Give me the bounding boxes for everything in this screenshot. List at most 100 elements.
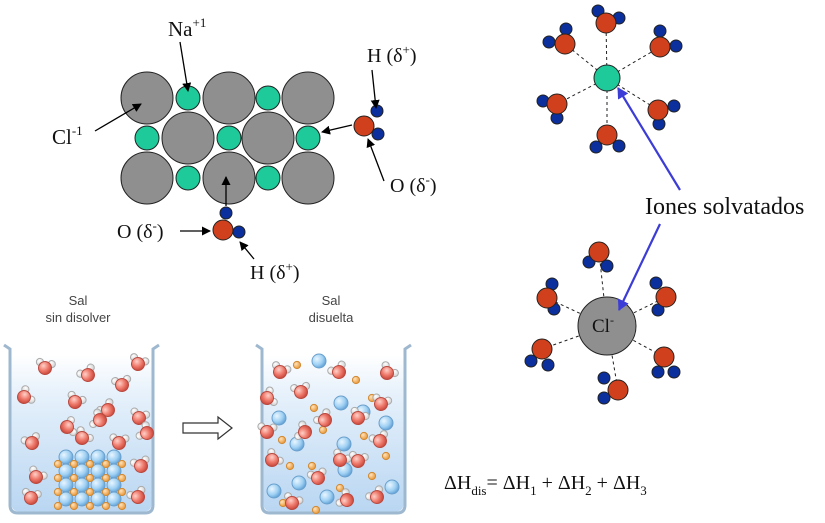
oxygen-atom [536, 287, 558, 309]
sodium-ion [101, 501, 111, 511]
hydrogen-atom [612, 139, 626, 153]
chloride-ion [271, 410, 287, 426]
sodium-ion [216, 125, 242, 151]
water-molecule [271, 361, 292, 379]
sodium-ion [175, 165, 201, 191]
solvated-arrow-chloride [617, 223, 661, 311]
sodium-ion [351, 375, 361, 385]
sodium-ion [53, 473, 63, 483]
oxygen-atom [374, 397, 388, 411]
chloride-ion [333, 395, 349, 411]
sodium-ion [295, 125, 321, 151]
enthalpy-equation: ΔHdis= ΔH1 + ΔH2 + ΔH3 [444, 472, 647, 498]
oxygen-atom [653, 346, 675, 368]
oxygen-atom [68, 395, 82, 409]
oxygen-atom [260, 425, 274, 439]
oxygen-atom [131, 490, 145, 504]
hydrogen-atom [597, 391, 611, 405]
oxygen-atom [370, 490, 384, 504]
sodium-arrow [179, 41, 192, 92]
sodium-ion [309, 403, 319, 413]
hydrogen-atom [667, 99, 681, 113]
water-molecule [260, 386, 278, 407]
oxygen-atom [285, 496, 299, 510]
oxygen-atom [29, 470, 43, 484]
sodium-ion [255, 165, 281, 191]
chloride-ion-label: Cl- [592, 313, 614, 337]
chloride-ion [120, 71, 174, 125]
oxygen-atom [212, 219, 234, 241]
solvation-bond [606, 325, 665, 358]
oxygen-atom [333, 453, 347, 467]
hydrogen-atom [541, 358, 555, 372]
water-molecule [129, 353, 150, 371]
chloride-ion [120, 151, 174, 205]
oxygen-right-arrow [366, 138, 385, 182]
beaker-left-title-2: sin disolver [45, 310, 111, 325]
oxygen-atom [546, 93, 568, 115]
water-molecule [306, 467, 327, 485]
process-arrow [182, 415, 233, 441]
water-molecule [265, 448, 284, 467]
chloride-ion [266, 483, 282, 499]
sodium-ion [335, 483, 345, 493]
water-molecule [536, 93, 568, 125]
oxygen-atom [380, 366, 394, 380]
solvated-ions-label: Iones solvatados [645, 194, 804, 220]
sodium-ion [277, 435, 287, 445]
hydrogen-atom [653, 24, 667, 38]
sodium-ion [69, 487, 79, 497]
oxygen-atom [132, 411, 146, 425]
hydrogen-atom [651, 365, 665, 379]
water-molecule [365, 485, 384, 504]
sodium-ion [117, 459, 127, 469]
oxygen-atom [554, 33, 576, 55]
chloride-ion [74, 491, 90, 507]
water-molecule [333, 448, 352, 467]
water-molecule [335, 488, 354, 507]
sodium-ion [117, 473, 127, 483]
oxygen-atom [311, 471, 325, 485]
sodium-ion [134, 125, 160, 151]
solvation-bond [606, 325, 619, 391]
oxygen-atom [17, 390, 31, 404]
hydrogen-atom [649, 276, 663, 290]
water-molecule [135, 421, 154, 440]
oxygen-atom [607, 379, 629, 401]
oxygen-atom [140, 426, 154, 440]
chloride-label: Cl-1 [52, 123, 83, 149]
hydrogen-atom [524, 354, 538, 368]
beaker-dissolved [255, 343, 412, 515]
sodium-ion [69, 501, 79, 511]
chloride-ion [90, 491, 106, 507]
oxygen-atom [25, 436, 39, 450]
chloride-ion [319, 489, 335, 505]
oxygen-atom [351, 454, 365, 468]
sodium-ion [359, 431, 369, 441]
sodium-ion [311, 505, 321, 515]
oxygen-atom [24, 491, 38, 505]
oxygen-atom [595, 12, 617, 34]
water-molecule [89, 408, 107, 429]
sodium-ion [285, 461, 295, 471]
oxygen-atom [38, 361, 52, 375]
beaker-right-title-2: disuelta [309, 310, 355, 325]
water-molecule [380, 361, 399, 380]
sodium-ion [53, 487, 63, 497]
oxygen-atom [115, 378, 129, 392]
sodium-ion [117, 487, 127, 497]
oxygen-atom [265, 453, 279, 467]
water-molecule [294, 420, 312, 441]
oxygen-atom [588, 241, 610, 263]
chloride-ion [281, 71, 335, 125]
water-molecule [372, 393, 393, 411]
hydrogen-atom [559, 22, 573, 36]
water-molecule [75, 426, 94, 445]
water-molecule [327, 360, 346, 379]
water-molecule [350, 406, 370, 425]
water-molecule [589, 124, 626, 154]
oxygen-atom [351, 411, 365, 425]
sodium-label: Na+1 [168, 15, 206, 41]
water-molecule [257, 422, 278, 439]
